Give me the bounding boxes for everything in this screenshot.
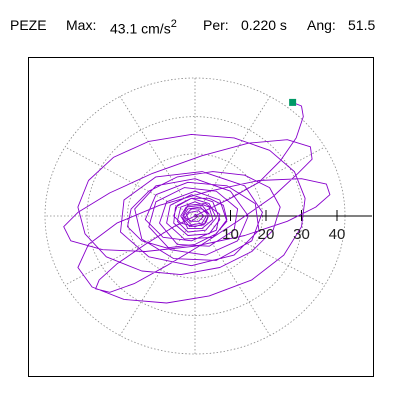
tick-labels: 10 20 30 40	[222, 226, 345, 243]
trace-layer	[63, 101, 331, 304]
per-label: Per:	[203, 17, 229, 33]
grid-spoke-60	[194, 96, 271, 217]
grid-spoke-300	[194, 215, 271, 336]
max-unit-exponent: 2	[170, 18, 177, 30]
radial-tick-label-30: 30	[293, 226, 310, 243]
ang-value: 51.5	[348, 17, 376, 33]
axes	[195, 210, 372, 221]
grid-spoke-150	[64, 146, 196, 217]
radial-tick-label-10: 10	[222, 226, 239, 243]
grid-spoke-120	[119, 96, 196, 217]
per-value: 0.220 s	[241, 17, 287, 33]
marker-layer	[289, 98, 297, 106]
max-point-marker	[289, 98, 297, 106]
plot-frame	[28, 57, 374, 377]
max-value-unit: cm/s	[141, 20, 171, 37]
max-value-number: 43.1	[110, 20, 138, 37]
max-value: 43.1 cm/s2	[110, 16, 177, 38]
ang-label: Ang:	[307, 17, 336, 33]
radial-tick-label-20: 20	[258, 226, 275, 243]
max-label: Max:	[66, 17, 97, 33]
station-code: PEZE	[10, 17, 47, 33]
grid-spoke-240	[119, 215, 196, 336]
orbit-trace	[63, 101, 331, 304]
chart-header: PEZE Max: 43.1 cm/s2 Per: 0.220 s Ang: 5…	[0, 0, 400, 48]
radial-tick-label-40: 40	[329, 226, 346, 243]
